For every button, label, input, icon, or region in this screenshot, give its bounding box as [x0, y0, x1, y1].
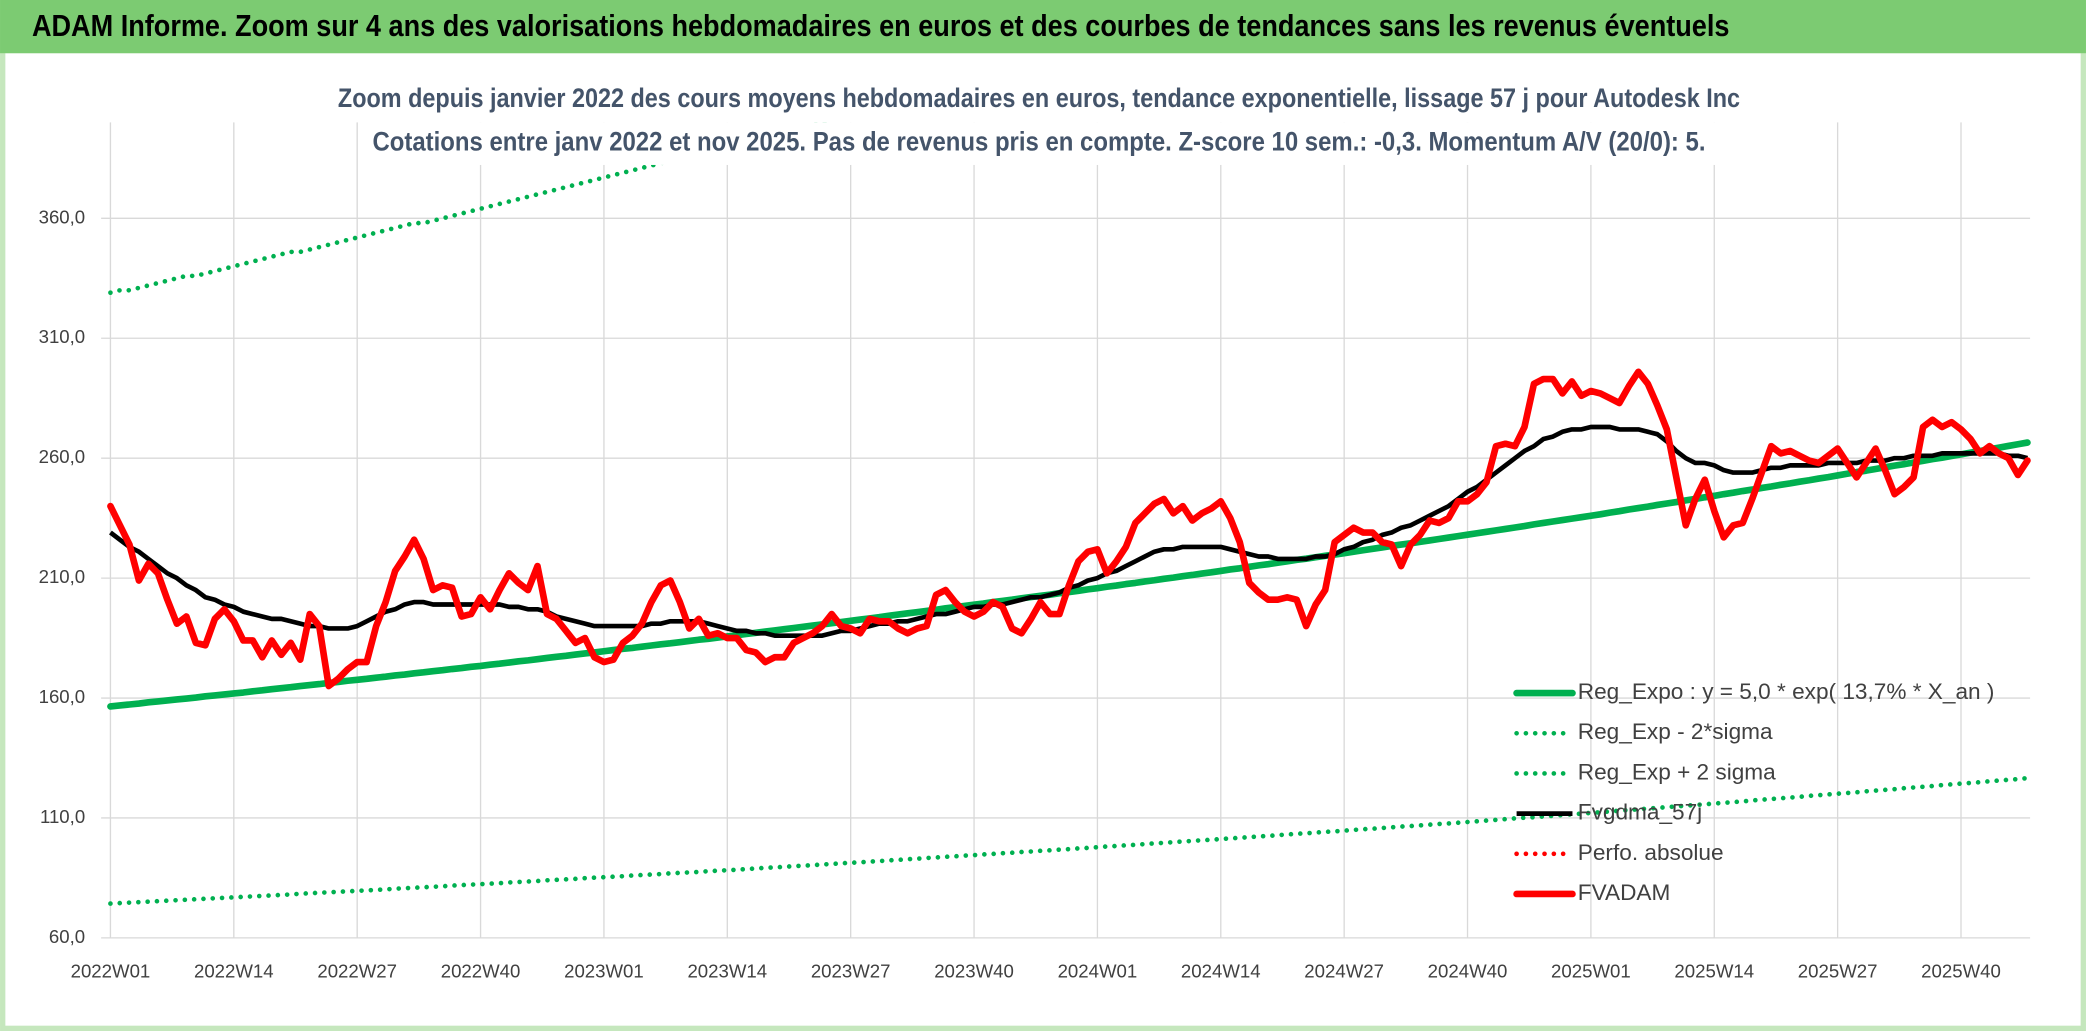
x-tick-label: 2022W40	[441, 960, 521, 981]
legend-label: Perfo. absolue	[1578, 840, 1724, 865]
chart-background	[5, 53, 2081, 1026]
legend-label: FVADAM	[1578, 880, 1671, 905]
x-tick-label: 2025W40	[1921, 960, 2001, 981]
subtitle-background	[361, 122, 1717, 165]
x-tick-label: 2024W14	[1181, 960, 1261, 981]
x-tick-label: 2023W27	[811, 960, 891, 981]
x-tick-label: 2023W40	[934, 960, 1014, 981]
legend-label: Reg_Expo : y = 5,0 * exp( 13,7% * X_an )	[1578, 679, 1995, 704]
y-tick-label: 260,0	[39, 446, 86, 467]
y-tick-label: 210,0	[39, 566, 86, 587]
y-tick-label: 110,0	[40, 806, 85, 827]
series-line	[108, 775, 2030, 906]
x-tick-label: 2022W14	[194, 960, 274, 981]
x-tick-label: 2024W01	[1058, 960, 1138, 981]
header-title: ADAM Informe. Zoom sur 4 ans des valoris…	[32, 9, 1729, 43]
y-tick-label: 60,0	[49, 926, 85, 947]
x-tick-label: 2025W01	[1551, 960, 1631, 981]
series-line	[107, 368, 2031, 690]
x-tick-label: 2025W27	[1798, 960, 1878, 981]
title-background	[327, 77, 1754, 122]
y-tick-label: 310,0	[39, 326, 86, 347]
header-bar	[0, 0, 2086, 54]
x-tick-label: 2025W14	[1674, 960, 1754, 981]
x-tick-label: 2022W27	[317, 960, 397, 981]
x-tick-label: 2024W27	[1304, 960, 1384, 981]
chart-title: Zoom depuis janvier 2022 des cours moyen…	[338, 83, 1740, 113]
y-tick-label: 160,0	[39, 686, 86, 707]
legend-label: Fvgdma_57j	[1578, 800, 1702, 825]
x-tick-label: 2023W01	[564, 960, 644, 981]
x-tick-label: 2023W14	[687, 960, 767, 981]
x-tick-label: 2024W40	[1428, 960, 1508, 981]
legend-label: Reg_Exp - 2*sigma	[1578, 719, 1773, 744]
chart-subtitle: Cotations entre janv 2022 et nov 2025. P…	[373, 127, 1706, 157]
x-tick-label: 2022W01	[71, 960, 151, 981]
y-tick-label: 360,0	[39, 206, 86, 227]
legend-label: Reg_Exp + 2 sigma	[1578, 759, 1776, 784]
